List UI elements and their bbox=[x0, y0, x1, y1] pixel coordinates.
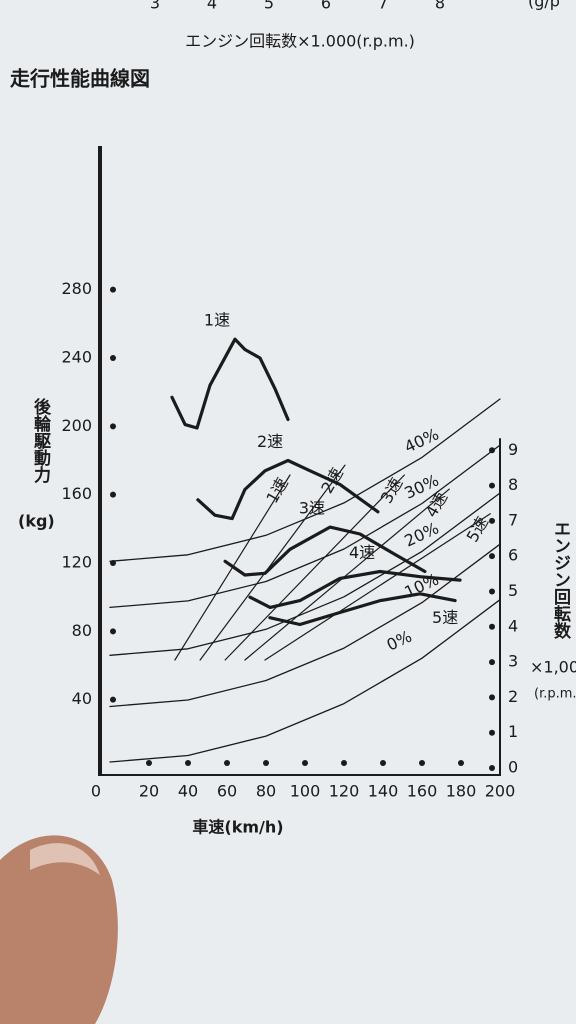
y-tick-label: 120 bbox=[61, 553, 92, 572]
driving-force-curve bbox=[223, 525, 427, 577]
x-tick-dot bbox=[380, 760, 386, 766]
chart-title: 走行性能曲線図 bbox=[10, 67, 150, 91]
y2-tick-label: 2 bbox=[508, 687, 518, 706]
rpm-line bbox=[199, 464, 346, 661]
resistance-curve bbox=[109, 599, 501, 763]
y2-axis-label: エンジン回転数 bbox=[550, 520, 571, 640]
rpm-line bbox=[264, 513, 491, 661]
top-tick-label: 5 bbox=[264, 0, 274, 13]
gear-label: 3速 bbox=[299, 499, 325, 518]
gear-label: 4速 bbox=[349, 543, 375, 562]
y-tick-dot bbox=[110, 628, 116, 635]
top-tick-label: 3 bbox=[150, 0, 160, 13]
resistance-curve bbox=[109, 543, 501, 708]
y2-axis-unit: (r.p.m.) bbox=[534, 687, 576, 702]
y2-tick-dot bbox=[489, 659, 495, 666]
top-tick-label: 4 bbox=[207, 0, 217, 13]
y-axis-unit: (kg) bbox=[18, 512, 55, 531]
y-tick-dot bbox=[110, 423, 116, 430]
driving-force-curve bbox=[170, 337, 290, 430]
y2-tick-dot bbox=[489, 623, 495, 630]
y-tick-dot bbox=[110, 696, 116, 703]
y-tick-dot bbox=[110, 491, 116, 498]
y2-tick-dot bbox=[489, 482, 495, 489]
top-tick-label: 8 bbox=[435, 0, 445, 13]
y2-axis-unit: ×1,000 bbox=[530, 658, 576, 677]
y2-tick-dot bbox=[489, 517, 495, 524]
y2-tick-dot bbox=[489, 729, 495, 736]
x-tick-dot bbox=[302, 760, 308, 766]
x-tick-label: 160 bbox=[407, 782, 438, 801]
x-tick-label: 20 bbox=[139, 782, 159, 801]
y-axis-label: 後輪駆動力 bbox=[30, 397, 51, 484]
y-tick-label: 240 bbox=[61, 348, 92, 367]
y2-tick-label: 1 bbox=[508, 722, 518, 741]
y2-tick-dot bbox=[489, 588, 495, 595]
x-tick-dot bbox=[419, 760, 425, 766]
x-tick-label: 0 bbox=[91, 782, 101, 801]
x-tick-dot bbox=[185, 760, 191, 766]
y2-tick-label: 3 bbox=[508, 652, 518, 671]
y2-tick-dot bbox=[489, 765, 495, 771]
top-tick-label: 6 bbox=[321, 0, 331, 13]
y-tick-label: 200 bbox=[61, 416, 92, 435]
y2-tick-label: 9 bbox=[508, 440, 518, 459]
driving-force-curve bbox=[196, 458, 380, 521]
x-tick-dot bbox=[146, 760, 152, 766]
finger bbox=[0, 835, 118, 1024]
y-tick-label: 280 bbox=[61, 279, 92, 298]
top-axis-label: エンジン回転数×1.000(r.p.m.) bbox=[185, 32, 415, 51]
gear-label: 2速 bbox=[257, 432, 283, 451]
x-axis-label: 車速(km/h) bbox=[192, 818, 283, 837]
y2-tick-label: 6 bbox=[508, 546, 518, 565]
resistance-curve bbox=[109, 444, 501, 609]
gear-label: 1速 bbox=[204, 311, 230, 330]
y-tick-label: 80 bbox=[72, 621, 92, 640]
y-tick-label: 40 bbox=[72, 689, 92, 708]
y2-tick-label: 8 bbox=[508, 475, 518, 494]
driving-force-curve bbox=[248, 569, 462, 609]
rpm-line bbox=[224, 474, 405, 661]
rpm-line bbox=[244, 488, 450, 661]
y2-tick-label: 4 bbox=[508, 616, 518, 635]
x-tick-label: 40 bbox=[178, 782, 198, 801]
x-tick-label: 140 bbox=[368, 782, 399, 801]
x-tick-label: 60 bbox=[217, 782, 237, 801]
y-tick-label: 160 bbox=[61, 484, 92, 503]
driving-force-curve bbox=[268, 592, 457, 627]
x-tick-dot bbox=[224, 760, 230, 766]
y2-tick-label: 5 bbox=[508, 581, 518, 600]
y-tick-dot bbox=[110, 355, 116, 361]
x-tick-label: 180 bbox=[446, 782, 477, 801]
x-tick-label: 100 bbox=[290, 782, 321, 801]
y2-tick-label: 0 bbox=[508, 758, 518, 777]
top-tick-label: 7 bbox=[378, 0, 388, 13]
x-tick-label: 120 bbox=[329, 782, 360, 801]
x-tick-label: 200 bbox=[485, 782, 516, 801]
x-tick-label: 80 bbox=[256, 782, 276, 801]
x-tick-dot bbox=[341, 760, 347, 766]
fingernail bbox=[30, 843, 100, 875]
y2-tick-dot bbox=[489, 694, 495, 701]
corner-fragment: (g/p bbox=[528, 0, 560, 11]
y-tick-dot bbox=[110, 286, 116, 293]
y2-tick-label: 7 bbox=[508, 510, 518, 529]
x-tick-dot bbox=[263, 760, 269, 766]
resistance-curve bbox=[109, 492, 501, 656]
y2-tick-dot bbox=[489, 553, 495, 560]
gear-label: 5速 bbox=[432, 608, 458, 627]
x-tick-dot bbox=[458, 760, 464, 766]
